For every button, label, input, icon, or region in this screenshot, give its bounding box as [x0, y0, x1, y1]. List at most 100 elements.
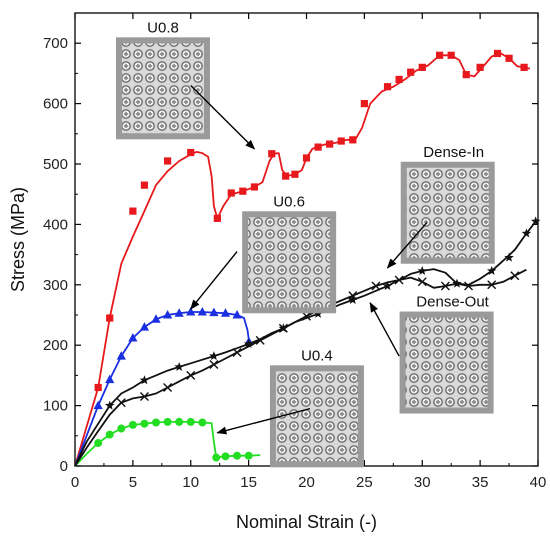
data-point: [520, 63, 528, 71]
data-point: [139, 392, 149, 402]
data-point: [348, 294, 358, 304]
data-point: [440, 281, 450, 291]
data-point: [212, 453, 221, 462]
y-tick-label: 500: [43, 156, 68, 173]
data-point: [530, 216, 541, 226]
data-point: [505, 54, 513, 62]
series-line: [74, 52, 531, 467]
x-axis-title: Nominal Strain (-): [236, 512, 377, 532]
data-point: [105, 374, 115, 384]
data-point: [105, 430, 114, 439]
data-point: [187, 148, 195, 157]
data-point: [326, 140, 334, 148]
data-point: [282, 172, 290, 180]
data-point: [371, 281, 381, 291]
data-point: [314, 143, 322, 151]
x-tick-label: 40: [530, 474, 547, 491]
data-point: [447, 51, 455, 59]
data-point: [117, 424, 126, 433]
annotation-arrow: [190, 84, 256, 150]
x-tick-label: 15: [240, 474, 257, 491]
data-point: [139, 375, 150, 385]
data-point: [233, 451, 242, 460]
y-tick-label: 400: [43, 216, 68, 233]
data-point: [417, 277, 427, 287]
data-point: [163, 310, 173, 319]
data-point: [239, 187, 247, 195]
data-point: [93, 400, 103, 410]
data-point: [493, 49, 502, 58]
data-point: [227, 189, 235, 197]
data-point: [349, 136, 357, 144]
data-point: [163, 417, 172, 426]
data-point: [464, 281, 474, 291]
y-tick-label: 0: [60, 458, 68, 475]
data-point: [302, 154, 311, 162]
data-point: [140, 181, 149, 189]
annotation-arrow: [369, 302, 400, 357]
data-point: [198, 418, 207, 427]
lattice-inset-image: [269, 365, 364, 468]
data-point: [213, 214, 221, 222]
data-point: [128, 332, 138, 342]
data-point: [278, 323, 288, 333]
data-point: [209, 351, 219, 361]
data-point: [129, 207, 137, 215]
annotations: U0.8 U0.6 U0.4 Dense-In Dense-Out: [115, 19, 495, 468]
data-point: [383, 83, 392, 91]
data-point: [232, 310, 242, 319]
data-point: [221, 452, 230, 461]
data-point: [232, 347, 242, 357]
data-point: [163, 382, 173, 392]
data-point: [116, 398, 126, 408]
x-tick-label: 35: [472, 474, 489, 491]
annotation-label: U0.4: [301, 347, 333, 364]
data-point: [106, 314, 114, 322]
data-point: [291, 170, 299, 178]
data-point: [140, 419, 149, 428]
data-point: [250, 183, 259, 191]
series-line: [74, 268, 527, 467]
data-point: [197, 306, 207, 316]
data-point: [174, 361, 184, 371]
data-point: [418, 63, 426, 71]
data-point: [104, 400, 115, 410]
data-point: [243, 338, 254, 349]
annotation-arrow: [216, 407, 311, 435]
data-point: [255, 335, 265, 345]
data-point: [382, 281, 393, 291]
data-point: [152, 418, 161, 427]
series-dense-out: [74, 268, 527, 467]
lattice-inset-image: [400, 161, 495, 264]
data-point: [186, 306, 196, 316]
data-point: [521, 228, 532, 238]
data-point: [504, 252, 514, 262]
x-tick-label: 30: [414, 474, 431, 491]
data-point: [220, 308, 231, 317]
series-u0-4: [74, 417, 261, 467]
data-point: [94, 383, 102, 392]
data-point: [186, 417, 195, 426]
x-tick-label: 0: [71, 474, 79, 491]
data-point: [417, 265, 428, 275]
annotation-label: Dense-In: [423, 144, 484, 161]
annotation-u0-4: U0.4: [216, 347, 364, 468]
data-point: [209, 360, 219, 370]
data-point: [395, 75, 403, 84]
data-point: [486, 265, 497, 275]
data-point: [360, 100, 368, 108]
y-axis-title: Stress (MPa): [8, 187, 28, 292]
data-series: [74, 49, 541, 467]
series-u0-8: [74, 49, 531, 467]
data-point: [209, 307, 219, 317]
data-point: [116, 351, 126, 360]
x-tick-label: 20: [298, 474, 315, 491]
data-point: [337, 137, 345, 145]
data-point: [407, 68, 415, 76]
annotation-arrow: [386, 222, 428, 269]
annotation-arrow: [190, 251, 238, 310]
data-point: [94, 439, 103, 448]
lattice-inset-image: [115, 37, 210, 140]
